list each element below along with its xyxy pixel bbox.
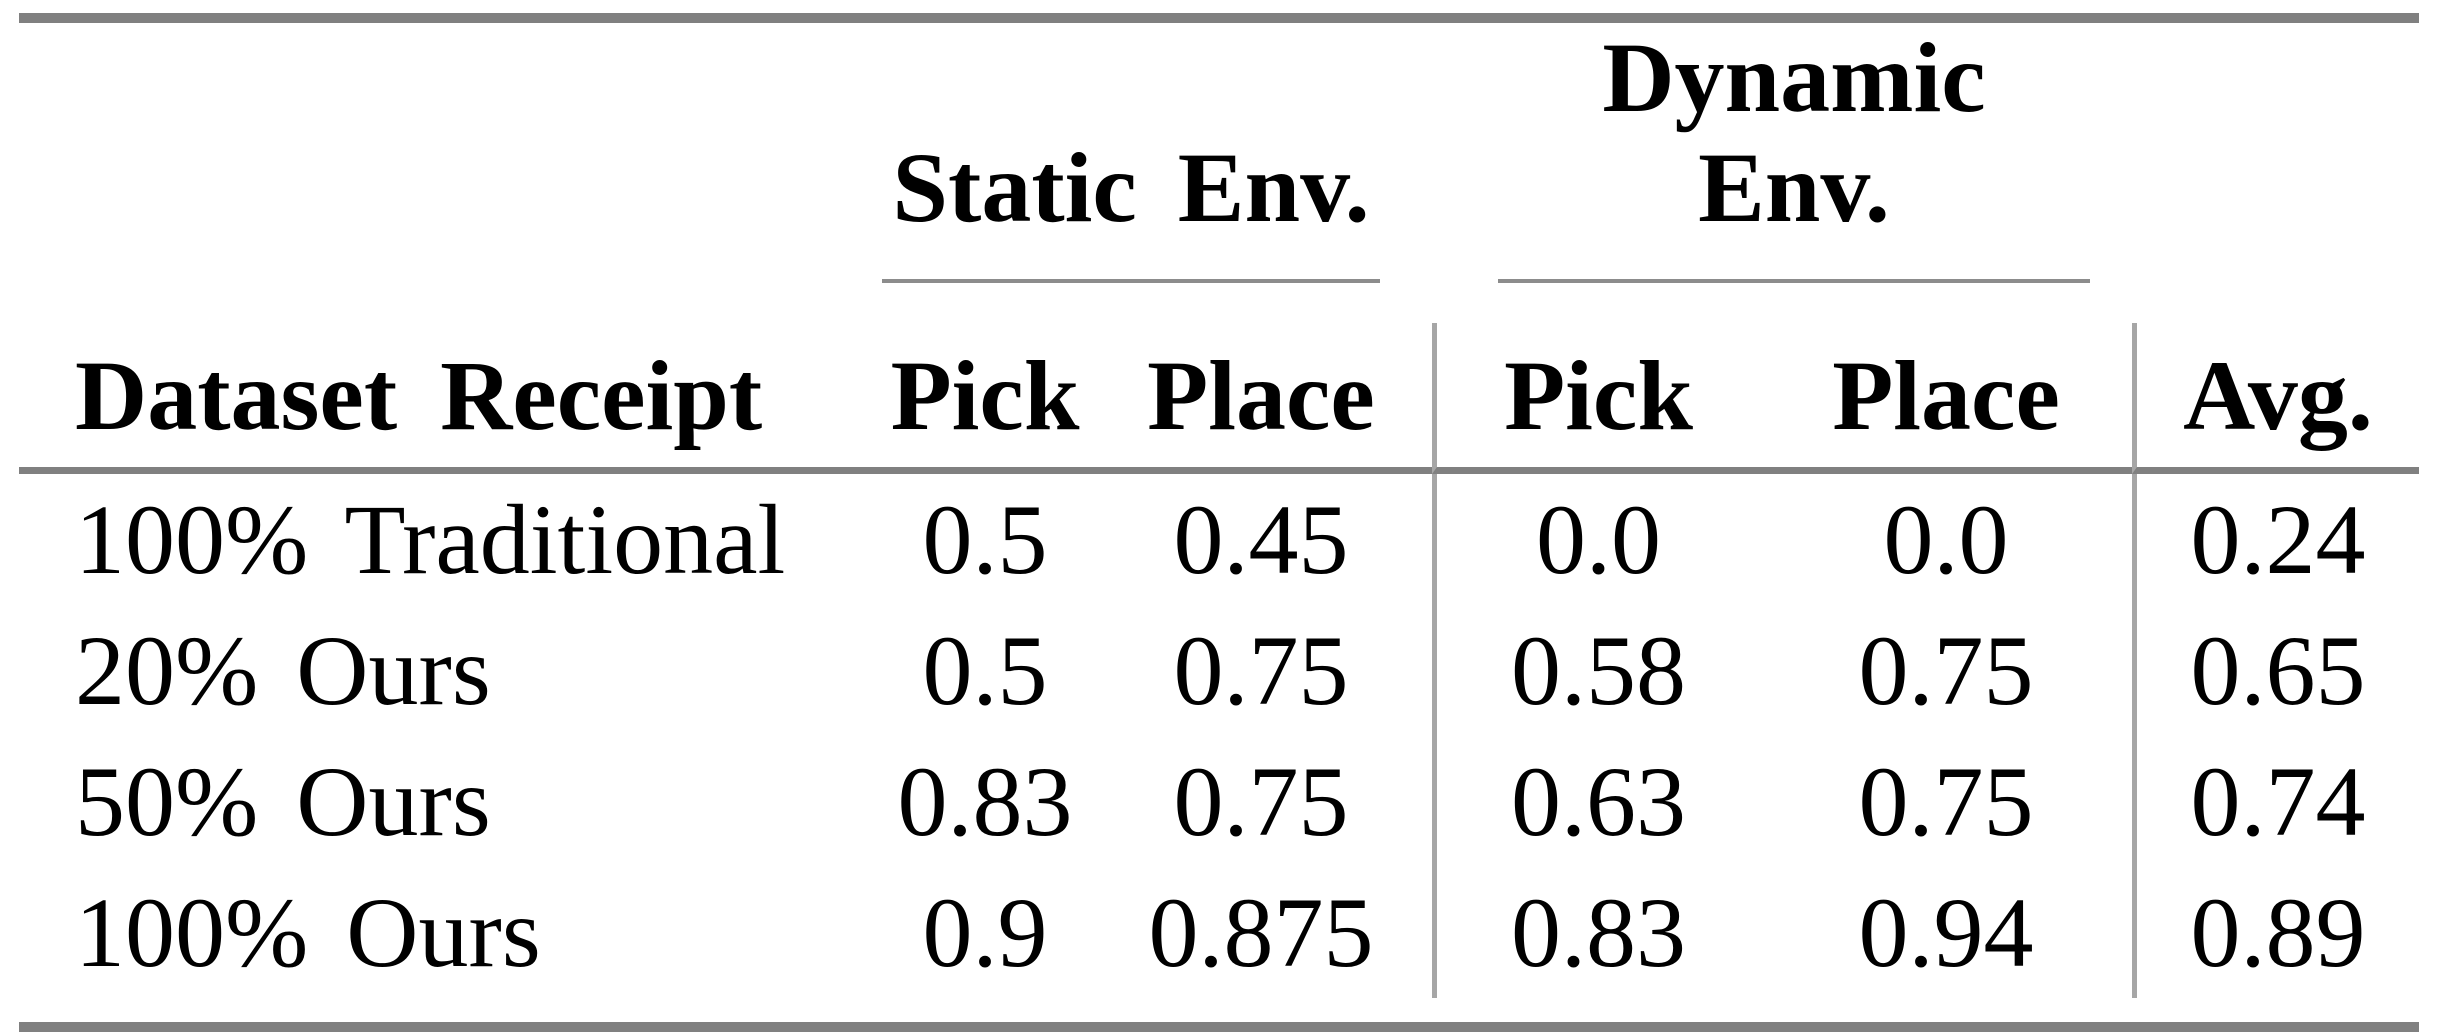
table-row: 50% Ours 0.83 0.75 0.63 0.75 0.74 [19,736,2419,867]
column-header-static-place: Place [1090,323,1432,474]
bottom-gap-row [19,998,2419,1022]
group-header-row: Static Env. Dynamic Env. [19,23,2419,283]
cell-dynamic-place: 0.0 [1883,484,2009,595]
group-header-dynamic-label: Dynamic Env. [1498,23,2091,283]
group-header-dynamic: Dynamic Env. [1432,23,2132,283]
cell-dynamic-place: 0.94 [1858,877,2034,988]
column-header-dynamic-place: Place [1760,323,2133,474]
group-header-spacer-right [2132,23,2419,283]
cell-dataset-label: 20% Ours [75,615,491,726]
cell-static-place: 0.875 [1148,877,1374,988]
results-table: Static Env. Dynamic Env. Dataset Receipt… [19,13,2420,1032]
header-gap-row [19,283,2419,323]
table-row: 100% Ours 0.9 0.875 0.83 0.94 0.89 [19,867,2419,998]
column-header-avg: Avg. [2132,323,2420,474]
column-header-static-pick: Pick [880,323,1090,474]
cell-dynamic-pick: 0.83 [1432,867,1760,998]
cell-static-place: 0.75 [1173,746,1349,857]
column-header-dataset-receipt: Dataset Receipt [19,323,880,474]
cell-avg: 0.89 [2132,867,2419,998]
cell-static-pick: 0.83 [897,746,1073,857]
table-row: 100% Traditional 0.5 0.45 0.0 0.0 0.24 [19,474,2419,605]
cell-static-pick: 0.5 [922,484,1048,595]
table-row: 20% Ours 0.5 0.75 0.58 0.75 0.65 [19,605,2419,736]
cell-dynamic-place: 0.75 [1858,615,2034,726]
column-header-dynamic-pick: Pick [1432,323,1760,474]
group-header-static-label: Static Env. [882,133,1380,283]
group-header-static: Static Env. [880,23,1432,283]
cell-avg: 0.74 [2132,736,2419,867]
cell-dataset-label: 100% Ours [75,877,541,988]
results-table-container: Static Env. Dynamic Env. Dataset Receipt… [19,13,2420,1032]
group-header-spacer-left [19,23,880,283]
cell-dynamic-pick: 0.58 [1432,605,1760,736]
cell-static-place: 0.75 [1173,615,1349,726]
cell-dynamic-pick: 0.63 [1432,736,1760,867]
cell-static-pick: 0.9 [922,877,1048,988]
cell-dynamic-pick: 0.0 [1432,474,1760,605]
cell-avg: 0.65 [2132,605,2419,736]
cell-static-pick: 0.5 [922,615,1048,726]
cell-avg: 0.24 [2132,474,2419,605]
column-header-row: Dataset Receipt Pick Place Pick Place Av… [19,323,2420,474]
cell-dataset-label: 50% Ours [75,746,491,857]
cell-dynamic-place: 0.75 [1858,746,2034,857]
cell-static-place: 0.45 [1173,484,1349,595]
cell-dataset-label: 100% Traditional [75,484,786,595]
